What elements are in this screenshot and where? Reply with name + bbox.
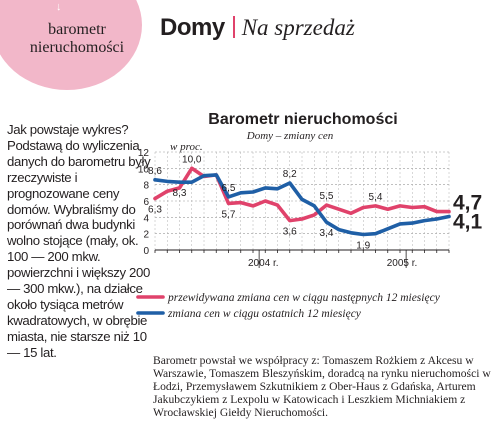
chart-title: Barometr nieruchomości bbox=[208, 111, 397, 128]
page-title: Domy bbox=[160, 14, 225, 41]
y-tick-label: 8 bbox=[143, 181, 149, 192]
y-tick-label: 0 bbox=[143, 246, 149, 257]
data-label-forecast: 5,7 bbox=[222, 209, 236, 220]
y-tick-label: 4 bbox=[143, 213, 149, 224]
chart-subtitle: Domy – zmiany cen bbox=[246, 130, 334, 142]
legend-label-forecast: przewidywana zmiana cen w ciągu następny… bbox=[167, 292, 441, 304]
y-tick-label: 10 bbox=[138, 164, 150, 175]
data-label-forecast: 5,5 bbox=[320, 191, 334, 202]
method-description: Jak powstaje wykres? Podstawą do wylicze… bbox=[7, 122, 151, 360]
y-tick-label: 6 bbox=[143, 197, 149, 208]
legend-label-actual: zmiana cen w ciągu ostatnich 12 miesięcy bbox=[167, 308, 362, 320]
data-label-forecast: 6,3 bbox=[148, 205, 162, 216]
year-label-2004: 2004 r. bbox=[248, 258, 279, 269]
price-barometer-chart: Barometr nieruchomości Domy – zmiany cen… bbox=[136, 111, 483, 320]
year-label-2005: 2005 r. bbox=[387, 258, 418, 269]
section-badge-label: barometr nieruchomości bbox=[8, 21, 146, 57]
arrow-down-icon: ↓ bbox=[56, 1, 62, 13]
end-value-actual: 4,1 bbox=[453, 211, 483, 234]
y-axis-unit: w proc. bbox=[170, 141, 203, 153]
footnote: Barometr powstał we współpracy z: Tomasz… bbox=[153, 354, 491, 419]
data-label-actual: 6,5 bbox=[222, 183, 236, 194]
data-label-actual: 8,6 bbox=[148, 166, 162, 177]
data-label-actual: 1,9 bbox=[356, 240, 370, 251]
data-label-actual: 3,4 bbox=[320, 228, 334, 239]
data-label-forecast: 3,6 bbox=[283, 227, 297, 238]
page-subtitle: Na sprzedaż bbox=[241, 15, 355, 40]
y-tick-label: 2 bbox=[143, 230, 149, 241]
y-tick-label: 12 bbox=[138, 148, 150, 159]
data-label-actual: 8,3 bbox=[173, 188, 187, 199]
page-header: Domy Na sprzedaż bbox=[160, 14, 355, 42]
data-label-forecast: 10,0 bbox=[182, 154, 202, 165]
section-badge-line2: nieruchomości bbox=[29, 39, 125, 56]
title-divider bbox=[232, 16, 235, 38]
data-label-actual: 8,2 bbox=[283, 169, 297, 180]
data-label-forecast: 5,4 bbox=[369, 192, 383, 203]
end-value-forecast: 4,7 bbox=[453, 192, 482, 215]
section-badge-line1: barometr bbox=[48, 21, 106, 38]
series-line-actual bbox=[153, 173, 451, 237]
